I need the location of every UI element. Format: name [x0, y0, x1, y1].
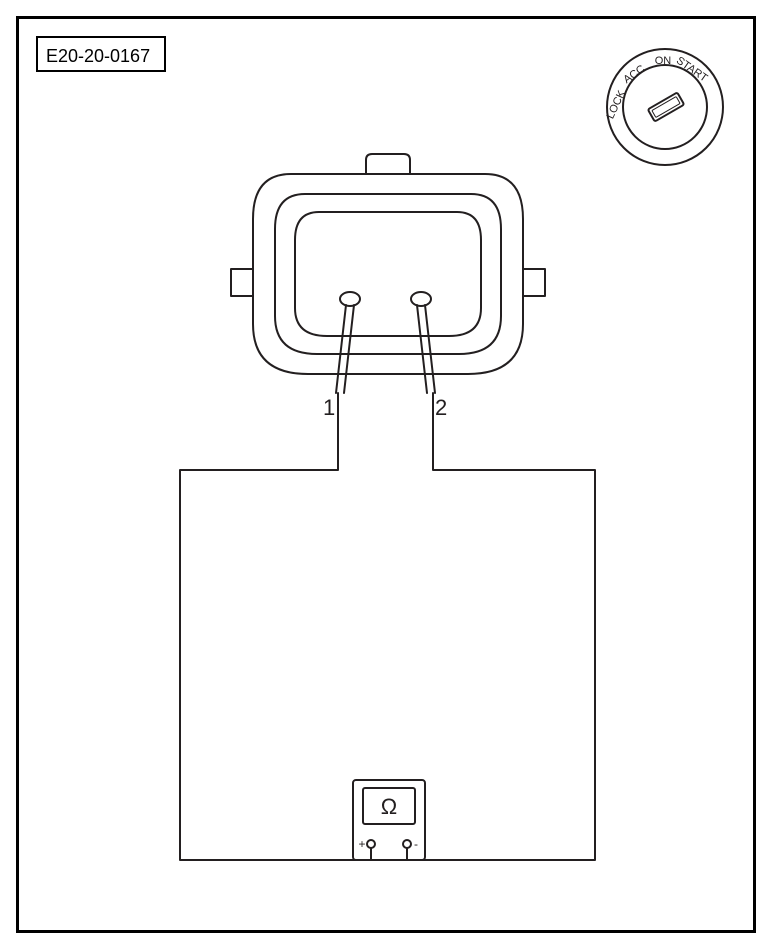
minus-label: - [414, 837, 418, 851]
wiring [180, 305, 595, 860]
ignition-label: ACC [621, 63, 647, 86]
ignition-label: START [674, 55, 710, 85]
plus-label: + [358, 837, 365, 851]
diagram-svg: LOCKACCONSTART12Ω+- [0, 0, 772, 949]
connector-icon: 12 [231, 154, 545, 420]
ohmmeter-icon: Ω + - [353, 780, 425, 860]
pin-label: 1 [323, 395, 335, 420]
ignition-switch-icon: LOCKACCONSTART [605, 49, 723, 165]
ignition-label: ON [655, 55, 672, 67]
ohm-symbol: Ω [381, 794, 397, 819]
pin-label: 2 [435, 395, 447, 420]
